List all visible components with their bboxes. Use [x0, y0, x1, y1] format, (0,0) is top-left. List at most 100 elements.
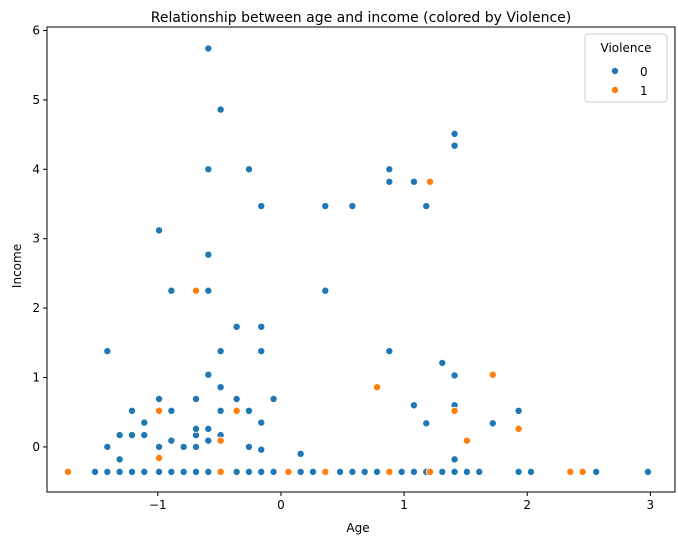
legend-label-0: 0 [640, 65, 648, 79]
point-series-0-49 [191, 442, 200, 451]
point-series-0-38 [127, 431, 136, 440]
point-series-0-71 [257, 445, 266, 454]
point-series-0-89 [450, 141, 459, 150]
point-series-0-86 [422, 419, 431, 428]
point-series-0-51 [191, 424, 200, 433]
point-series-0-19 [336, 467, 345, 476]
legend-label-1: 1 [640, 84, 648, 98]
legend-title: Violence [601, 41, 652, 55]
point-series-0-4 [140, 467, 149, 476]
point-series-0-63 [216, 347, 225, 356]
point-series-0-20 [348, 467, 357, 476]
point-series-0-31 [526, 467, 535, 476]
point-series-0-7 [179, 467, 188, 476]
point-series-1-4 [216, 436, 225, 445]
point-series-1-6 [232, 406, 241, 415]
y-tick-label: 0 [32, 440, 40, 454]
point-series-0-9 [204, 467, 213, 476]
x-tick-label: 1 [400, 498, 408, 512]
point-series-0-46 [167, 436, 176, 445]
y-tick-label: 4 [32, 162, 40, 176]
point-series-0-67 [244, 406, 253, 415]
point-series-0-73 [257, 322, 266, 331]
point-series-0-39 [127, 406, 136, 415]
point-series-0-32 [592, 467, 601, 476]
point-series-0-68 [244, 442, 253, 451]
point-series-0-82 [385, 347, 394, 356]
y-tick-label: 2 [32, 301, 40, 315]
point-series-0-33 [643, 467, 652, 476]
point-series-1-7 [284, 467, 293, 476]
point-series-0-37 [115, 431, 124, 440]
point-series-0-64 [216, 105, 225, 114]
point-series-1-9 [373, 383, 382, 392]
y-axis: 0 1 2 3 4 5 6 [32, 23, 47, 454]
point-series-0-26 [438, 467, 447, 476]
legend-marker-0 [611, 67, 620, 76]
point-series-0-44 [155, 226, 164, 235]
point-series-1-17 [566, 467, 575, 476]
point-series-0-84 [409, 401, 418, 410]
points-layer [63, 44, 652, 476]
plot-frame [46, 26, 676, 493]
point-series-0-57 [204, 250, 213, 259]
point-series-0-28 [462, 467, 471, 476]
point-series-0-88 [450, 129, 459, 138]
point-series-0-29 [475, 467, 484, 476]
x-axis: −1 0 1 2 3 [149, 492, 654, 512]
point-series-0-43 [155, 394, 164, 403]
point-series-0-56 [204, 286, 213, 295]
point-series-0-93 [488, 419, 497, 428]
point-series-0-27 [450, 467, 459, 476]
point-series-0-1 [103, 467, 112, 476]
point-series-1-1 [155, 406, 164, 415]
point-series-1-13 [450, 406, 459, 415]
point-series-0-85 [422, 202, 431, 211]
point-series-0-22 [373, 467, 382, 476]
point-series-0-40 [140, 431, 149, 440]
x-tick-label: 0 [277, 498, 285, 512]
point-series-0-53 [204, 436, 213, 445]
point-series-0-66 [232, 322, 241, 331]
point-series-0-90 [450, 371, 459, 380]
point-series-0-70 [257, 418, 266, 427]
point-series-0-55 [204, 370, 213, 379]
point-series-0-14 [269, 467, 278, 476]
point-series-0-0 [91, 467, 100, 476]
point-series-0-52 [191, 394, 200, 403]
y-tick-label: 6 [32, 23, 40, 37]
legend-marker-1 [611, 86, 620, 95]
point-series-0-81 [385, 177, 394, 186]
point-series-1-5 [216, 467, 225, 476]
point-series-0-87 [438, 358, 447, 367]
legend: Violence 0 1 [584, 33, 668, 103]
point-series-0-48 [179, 442, 188, 451]
point-series-1-2 [155, 453, 164, 462]
point-series-0-74 [257, 202, 266, 211]
point-series-0-11 [232, 467, 241, 476]
x-axis-label: Age [346, 521, 369, 535]
y-tick-label: 1 [32, 370, 40, 384]
point-series-1-14 [462, 436, 471, 445]
point-series-0-24 [409, 467, 418, 476]
point-series-1-18 [578, 467, 587, 476]
point-series-1-3 [191, 286, 200, 295]
point-series-0-21 [360, 467, 369, 476]
point-series-1-16 [514, 424, 523, 433]
point-series-0-5 [155, 467, 164, 476]
point-series-0-6 [167, 467, 176, 476]
y-axis-label: Income [10, 244, 24, 288]
point-series-0-94 [514, 406, 523, 415]
y-tick-label: 5 [32, 93, 40, 107]
point-series-0-3 [127, 467, 136, 476]
legend-box [584, 33, 668, 103]
point-series-0-8 [191, 467, 200, 476]
y-tick-label: 3 [32, 232, 40, 246]
point-series-0-78 [321, 202, 330, 211]
point-series-0-83 [409, 177, 418, 186]
x-tick-label: −1 [149, 498, 167, 512]
point-series-0-30 [514, 467, 523, 476]
point-series-0-23 [397, 467, 406, 476]
